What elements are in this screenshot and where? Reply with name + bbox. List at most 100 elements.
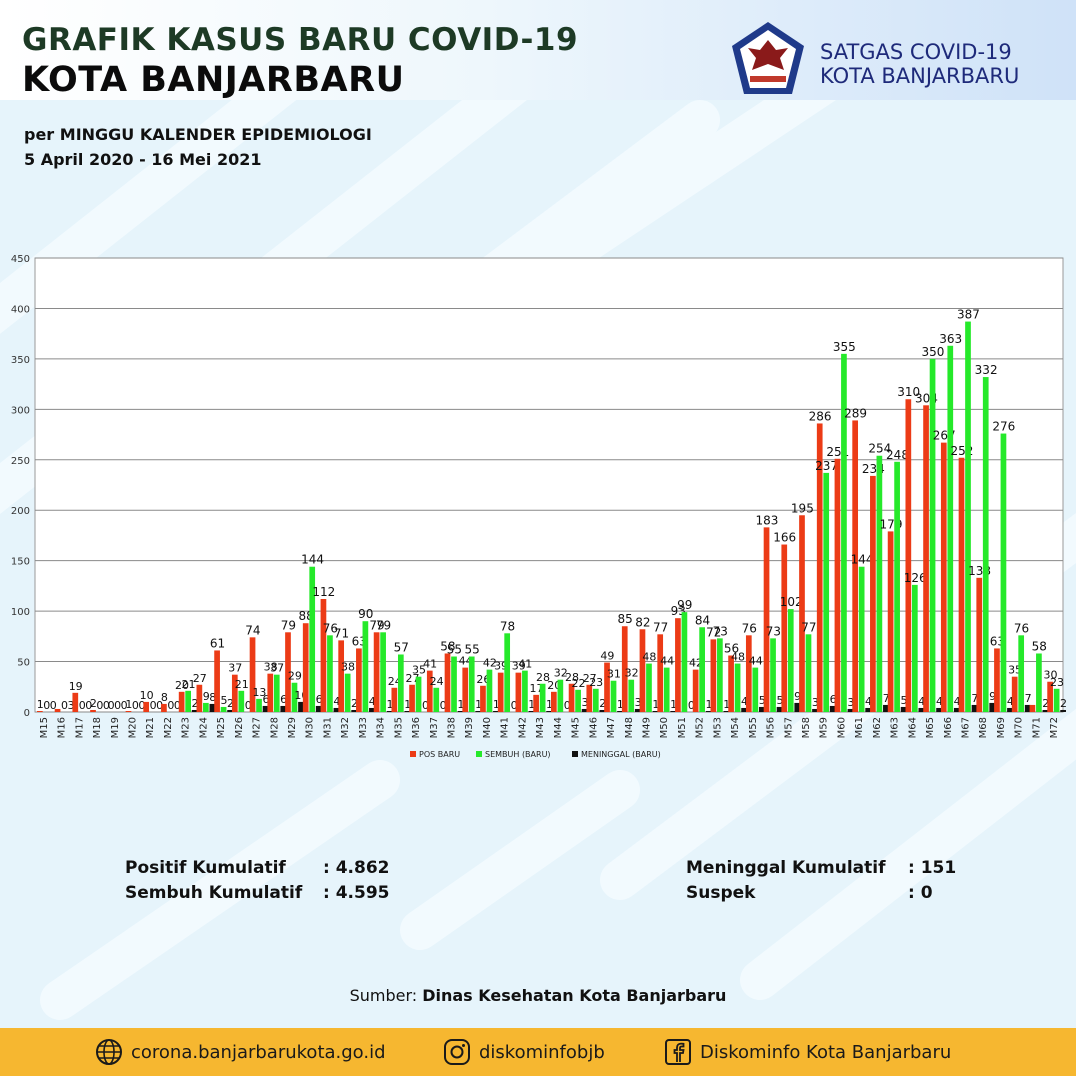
footer-website[interactable]: corona.banjarbarukota.go.id [95,1038,386,1066]
footer-instagram[interactable]: diskominfobjb [443,1038,605,1066]
data-label-sembuh-baru: 9 [203,690,210,703]
data-label-sembuh-baru: 78 [500,619,515,633]
data-label-sembuh-baru: 99 [677,598,692,612]
x-tick-label: M55 [748,717,759,738]
x-tick-label: M26 [234,717,245,738]
data-label-sembuh-baru: 102 [780,595,803,609]
data-label-meninggal-baru: 5 [776,694,783,707]
bar-pos-baru [373,632,380,712]
data-label-meninggal-baru: 5 [901,694,908,707]
x-tick-label: M69 [996,717,1007,738]
x-tick-label: M53 [712,717,723,738]
data-label-meninggal-baru: 2 [227,697,234,710]
bar-meninggal-baru [989,702,996,712]
x-tick-label: M19 [110,717,121,738]
bar-pos-baru [710,639,717,712]
x-tick-label: M36 [411,717,422,738]
data-label-sembuh-baru: 0 [96,699,103,712]
data-label-sembuh-baru: 76 [323,621,338,635]
bar-sembuh-baru [592,688,599,712]
chart-container: 0 50 100 150 200 250 300 350 400 450 1 0 0 M15 0 3 M16 19… [0,245,1076,775]
data-label-meninggal-baru: 0 [564,699,571,712]
bar-meninggal-baru [457,710,464,712]
data-label-sembuh-baru: 37 [270,662,284,675]
data-label-sembuh-baru: 23 [589,676,603,689]
bar-pos-baru [391,687,398,712]
bar-sembuh-baru [965,321,971,712]
bar-pos-baru [214,650,220,712]
footer-facebook[interactable]: Diskominfo Kota Banjarbaru [664,1038,951,1066]
data-label-meninggal-baru: 2 [351,697,358,710]
y-tick-label: 300 [11,405,30,416]
data-label-pos-baru: 310 [897,385,920,399]
data-label-sembuh-baru: 35 [412,664,426,677]
y-tick-label: 250 [11,456,30,467]
page-title-city: KOTA BANJARBARU [22,60,405,100]
bar-pos-baru [1047,681,1053,712]
y-tick-label: 50 [17,658,30,669]
bar-pos-baru [285,632,291,712]
bar-sembuh-baru [1036,653,1042,712]
data-label-meninggal-baru: 4 [954,695,961,708]
bar-meninggal-baru [262,705,269,712]
bar-meninggal-baru [865,707,872,712]
data-label-sembuh-baru: 73 [766,624,781,638]
bar-meninggal-baru [617,710,623,712]
data-label-pos-baru: 72 [706,625,721,639]
data-label-sembuh-baru: 41 [518,658,532,671]
meninggal-kumulatif-value: : 151 [908,858,957,878]
data-label-meninggal-baru: 4 [918,695,925,708]
data-label-meninggal-baru: 0 [50,699,57,712]
data-label-meninggal-baru: 9 [794,690,801,703]
data-label-meninggal-baru: 0 [103,699,110,712]
x-tick-label: M63 [890,717,901,738]
x-tick-label: M22 [163,717,174,738]
bar-pos-baru [923,405,929,712]
data-label-meninggal-baru: 0 [121,699,128,712]
bar-pos-baru [675,618,681,712]
bar-sembuh-baru [646,663,652,712]
bar-pos-baru [621,626,628,712]
data-label-meninggal-baru: 9 [989,690,996,703]
bar-meninggal-baru [493,710,499,712]
data-label-meninggal-baru: 0 [245,699,252,712]
bar-sembuh-baru [911,584,918,712]
header-band [0,0,1076,100]
bar-sembuh-baru [858,566,865,712]
data-label-sembuh-baru: 248 [886,448,909,462]
date-range: 5 April 2020 - 16 Mei 2021 [24,150,262,169]
bar-meninggal-baru [1007,707,1013,712]
instagram-icon [444,1039,470,1065]
data-label-meninggal-baru: 1 [404,698,411,711]
bar-pos-baru [940,442,947,712]
bar-sembuh-baru [734,663,741,712]
x-tick-label: M34 [376,717,387,738]
bar-pos-baru [178,691,185,712]
x-tick-label: M31 [322,717,333,738]
x-tick-label: M15 [39,717,50,738]
bar-pos-baru [551,691,557,712]
data-label-sembuh-baru: 76 [1014,621,1029,635]
data-label-pos-baru: 183 [755,513,778,527]
bar-pos-baru [639,629,646,712]
y-tick-label: 100 [11,607,30,618]
bar-meninggal-baru [528,710,535,712]
data-label-sembuh-baru: 77 [801,620,816,634]
data-label-meninggal-baru: 0 [156,699,163,712]
data-label-meninggal-baru: 4 [936,695,943,708]
data-label-sembuh-baru: 42 [483,657,497,670]
data-label-sembuh-baru: 0 [150,699,157,712]
data-label-sembuh-baru: 254 [868,442,891,456]
bar-meninggal-baru [475,710,482,712]
bar-sembuh-baru [309,566,316,712]
x-tick-label: M24 [198,717,209,738]
data-label-meninggal-baru: 1 [457,698,464,711]
bar-sembuh-baru [610,680,617,712]
x-tick-label: M67 [961,717,972,738]
bar-pos-baru [905,399,912,712]
bar-sembuh-baru [362,621,369,712]
data-label-meninggal-baru: 3 [635,696,642,709]
data-label-sembuh-baru: 13 [252,686,266,699]
globe-icon [96,1039,122,1065]
